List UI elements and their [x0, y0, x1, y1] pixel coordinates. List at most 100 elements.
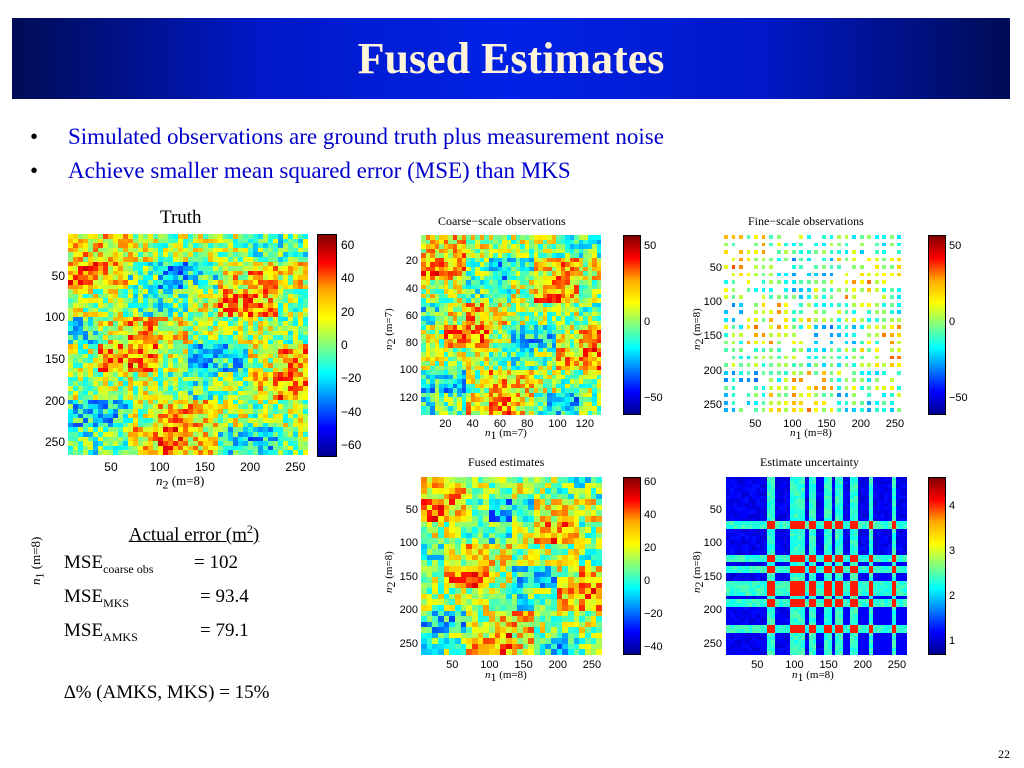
tick-label: 150: [817, 418, 836, 430]
tick-label: 50: [644, 240, 657, 252]
tick-label: 60: [405, 309, 418, 322]
tick-label: 50: [709, 262, 722, 275]
y-axis-label: n2 (m=8): [691, 308, 707, 350]
fine-panel: Fine−scale observations 50 100 150 200 250 5…: [690, 205, 1024, 445]
tick-label: 80: [405, 337, 418, 350]
tick-label: −20: [341, 371, 362, 386]
tick-label: 50: [446, 659, 459, 671]
colorbar: [928, 235, 946, 415]
tick-label: −40: [644, 641, 663, 653]
slide-title: Fused Estimates: [357, 34, 665, 83]
tick-label: 50: [104, 460, 118, 474]
x-axis-label: n1 (m=8): [792, 669, 834, 685]
tick-label: 50: [949, 240, 962, 252]
title-bar: Fused Estimates: [12, 18, 1010, 99]
tick-label: 80: [521, 418, 534, 430]
tick-label: 40: [466, 418, 479, 430]
error-header: Actual error (m2): [128, 522, 260, 546]
bullet-item: • Simulated observations are ground truth…: [30, 120, 664, 154]
heatmap-image: [421, 477, 602, 655]
tick-label: 120: [575, 418, 594, 430]
bullet-item: • Achieve smaller mean squared error (MSE…: [30, 154, 664, 188]
colorbar: [623, 235, 641, 415]
tick-label: 250: [887, 659, 907, 671]
tick-label: 100: [783, 418, 802, 430]
tick-label: 20: [405, 255, 418, 268]
tick-label: 150: [703, 570, 722, 583]
tick-label: 50: [709, 503, 722, 516]
tick-label: 150: [703, 330, 722, 343]
tick-label: 250: [399, 637, 418, 650]
tick-label: 4: [949, 500, 956, 512]
tick-label: 200: [548, 659, 567, 671]
bullet-list: • Simulated observations are ground truth…: [30, 120, 664, 188]
tick-label: 120: [399, 391, 418, 404]
tick-label: −60: [341, 438, 362, 452]
panel-title: Truth: [160, 207, 202, 228]
tick-label: 100: [548, 418, 567, 430]
tick-label: 150: [399, 570, 418, 583]
y-axis-label: n2 (m=8): [691, 551, 707, 593]
tick-label: −40: [341, 404, 362, 419]
colorbar: [317, 234, 337, 457]
panel-title: Fused estimates: [468, 455, 545, 469]
colorbar: [623, 477, 641, 655]
tick-label: 150: [514, 659, 533, 671]
tick-label: 100: [149, 460, 170, 474]
tick-label: 100: [480, 659, 499, 671]
mse-row: MSEcoarse obs = 102: [64, 552, 238, 577]
tick-label: 200: [703, 604, 722, 617]
page-number: 22: [998, 747, 1010, 761]
tick-label: 100: [703, 537, 722, 550]
tick-label: 40: [644, 509, 657, 521]
tick-label: 250: [44, 435, 65, 450]
tick-label: 100: [703, 296, 722, 309]
heatmap-image: [421, 235, 601, 415]
tick-label: 50: [51, 268, 65, 283]
tick-label: 50: [751, 659, 764, 671]
tick-label: 200: [853, 659, 872, 671]
heatmap-image: [724, 235, 905, 416]
bullet-text: Achieve smaller mean squared error (MSE)…: [68, 158, 571, 183]
tick-label: 200: [44, 393, 65, 408]
colorbar: [928, 477, 946, 655]
panel-title: Fine−scale observations: [748, 214, 864, 228]
tick-label: 20: [341, 304, 355, 319]
tick-label: 200: [703, 364, 722, 377]
fused-panel: Fused estimates 50 100 150 200 250 50 100 150 2…: [380, 453, 690, 698]
tick-label: 250: [703, 398, 722, 411]
heatmap-image: [726, 477, 907, 655]
tick-label: 200: [399, 604, 418, 617]
tick-label: 100: [44, 310, 65, 325]
tick-label: 50: [749, 418, 762, 430]
error-summary: Actual error (m2) MSEcoarse obs = 102 MSE…: [64, 515, 324, 707]
tick-label: 150: [819, 659, 838, 671]
tick-label: 40: [341, 271, 355, 286]
x-axis-label: n1 (m=7): [485, 427, 527, 443]
tick-label: 100: [399, 537, 418, 550]
panel-title: Coarse−scale observations: [438, 214, 566, 228]
coarse-panel: Coarse−scale observations 20 40 60 80 100 120…: [380, 205, 690, 445]
tick-label: 200: [851, 418, 870, 430]
bullet-dot-icon: •: [30, 158, 39, 183]
delta-text: ∆% (AMKS, MKS) = 15%: [64, 681, 270, 703]
bullet-dot-icon: •: [30, 124, 39, 149]
y-axis-label: n2 (m=7): [383, 308, 399, 350]
tick-label: 20: [439, 418, 452, 430]
tick-label: 250: [885, 418, 905, 430]
truth-panel: Truth 50 100 150 200 250 50 100 150 200 250 60 40…: [0, 205, 380, 585]
tick-label: 100: [785, 659, 804, 671]
tick-label: 100: [399, 364, 418, 377]
mse-row: MSEMKS = 93.4: [64, 586, 249, 610]
tick-label: 60: [493, 418, 507, 430]
tick-label: 250: [582, 659, 602, 671]
y-axis-label: n1 (m=8): [28, 536, 47, 585]
x-axis-label: n1 (m=8): [485, 669, 527, 685]
tick-label: 0: [341, 338, 348, 352]
panel-title: Estimate uncertainty: [760, 455, 859, 469]
tick-label: 60: [644, 476, 657, 488]
bullet-text: Simulated observations are ground truth …: [68, 124, 664, 149]
tick-label: −50: [644, 392, 663, 404]
tick-label: 150: [194, 460, 215, 474]
mse-row: MSEAMKS = 79.1: [64, 619, 249, 644]
